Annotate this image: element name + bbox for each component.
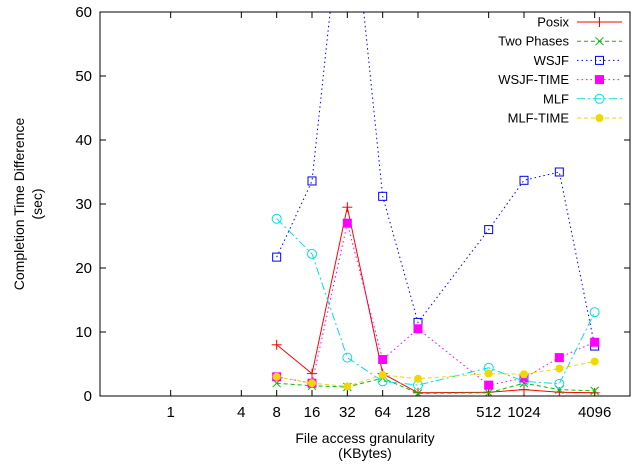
legend-marker: [594, 17, 605, 27]
legend-marker: [595, 36, 604, 46]
legend-item-mlf-time: MLF-TIME: [508, 111, 622, 126]
plot-frame: [99, 11, 631, 397]
x-tick-label: 1: [166, 404, 174, 421]
y-tick-label: 40: [75, 132, 92, 149]
data-point-posix: [342, 202, 353, 213]
data-point-mlf-time: [520, 370, 528, 379]
x-tick-label: 16: [304, 404, 321, 421]
legend-marker: [595, 114, 604, 122]
series-line-mlf: [276, 218, 596, 386]
legend-marker: [594, 93, 605, 104]
x-tick-label: 64: [374, 404, 391, 421]
x-tick-label: 4: [237, 404, 245, 421]
series-wsjf: [272, 12, 600, 351]
y-tick-label: 10: [75, 324, 92, 341]
legend-item-two-phases: Two Phases: [498, 34, 622, 49]
y-axis-unit: (sec): [29, 188, 45, 219]
data-point-mlf-time: [414, 374, 422, 383]
series-mlf-time: [272, 357, 599, 391]
y-tick-label: 20: [75, 260, 92, 277]
data-point-two-phases: [554, 385, 564, 394]
data-point-wsjf: [484, 225, 494, 235]
x-tick-label: 4096: [578, 404, 611, 421]
data-point-posix: [589, 387, 600, 396]
legend-item-wsjf-time: WSJF-TIME: [498, 72, 622, 87]
legend-label: MLF-TIME: [508, 111, 570, 126]
data-point-posix: [307, 368, 317, 379]
x-tick-label: 128: [405, 404, 430, 421]
legend-label: WSJF-TIME: [498, 72, 569, 87]
plot-area: [271, 12, 600, 396]
y-tick-label: 0: [84, 388, 92, 405]
series-line-wsjf: [276, 12, 596, 347]
x-tick-label: 1024: [507, 404, 540, 421]
axis-ticks: 0 10 20 30 40 50 60 1 4 8 16 32 64 128 512 1024 4096: [75, 4, 630, 421]
y-axis-label: Completion Time Difference: [11, 118, 27, 291]
x-axis-unit: (KBytes): [338, 445, 392, 461]
legend-label: Two Phases: [498, 34, 569, 49]
legend-label: Posix: [537, 15, 569, 30]
data-point-wsjf-time: [378, 355, 388, 365]
legend-marker: [595, 55, 604, 65]
data-point-mlf-time: [308, 379, 316, 388]
data-point-wsjf: [272, 252, 282, 262]
data-point-mlf: [307, 248, 317, 259]
legend-item-posix: Posix: [537, 15, 622, 30]
data-point-posix: [271, 339, 282, 350]
data-point-wsjf: [519, 175, 529, 185]
y-tick-label: 60: [75, 4, 92, 21]
data-point-wsjf: [378, 191, 388, 201]
data-point-mlf: [554, 378, 565, 389]
data-point-two-phases: [484, 388, 494, 396]
data-point-mlf-time: [378, 370, 387, 379]
data-point-mlf: [342, 352, 353, 363]
x-tick-label: 8: [272, 404, 280, 421]
x-tick-label: 32: [339, 404, 356, 421]
legend-item-mlf: MLF: [543, 91, 622, 106]
data-point-wsjf: [307, 176, 317, 186]
data-point-wsjf-time: [484, 380, 494, 390]
legend-marker: [595, 75, 604, 85]
y-tick-label: 50: [75, 68, 92, 85]
data-point-wsjf: [554, 167, 564, 177]
data-point-wsjf-time: [413, 324, 423, 334]
data-point-mlf: [271, 213, 282, 224]
x-axis-label: File access granularity: [295, 430, 434, 446]
legend: Posix Two Phases WSJF WSJF-TIME MLF MLF-TIME: [498, 15, 622, 126]
data-point-wsjf-time: [342, 218, 352, 228]
legend-label: WSJF: [534, 53, 569, 68]
data-point-two-phases: [590, 386, 600, 396]
data-point-wsjf-time: [590, 337, 600, 347]
data-point-mlf-time: [590, 357, 599, 366]
data-point-mlf-time: [484, 369, 493, 378]
data-point-wsjf-time: [554, 353, 564, 363]
legend-item-wsjf: WSJF: [534, 53, 622, 68]
series-line-two-phases: [276, 377, 595, 394]
data-point-mlf: [589, 307, 600, 318]
data-point-mlf-time: [555, 364, 564, 373]
data-point-two-phases: [413, 389, 423, 396]
y-tick-label: 30: [75, 196, 92, 213]
data-point-mlf-time: [343, 382, 352, 391]
x-tick-label: 512: [476, 404, 501, 421]
legend-label: MLF: [543, 91, 569, 106]
data-point-mlf-time: [272, 372, 281, 381]
series-line-mlf-time: [276, 360, 595, 387]
